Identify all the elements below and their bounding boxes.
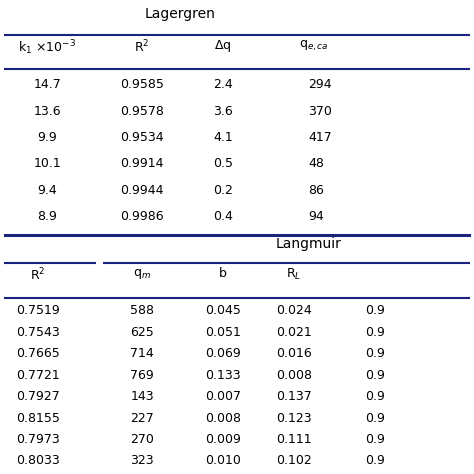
Text: 14.7: 14.7: [34, 78, 61, 91]
Text: 0.7973: 0.7973: [16, 433, 60, 446]
Text: 769: 769: [130, 369, 154, 382]
Text: 0.9: 0.9: [365, 433, 385, 446]
Text: 0.9986: 0.9986: [120, 210, 164, 223]
Text: 0.016: 0.016: [276, 347, 312, 360]
Text: q$_m$: q$_m$: [133, 267, 151, 281]
Text: 0.9: 0.9: [365, 304, 385, 317]
Text: 4.1: 4.1: [213, 131, 233, 144]
Text: 0.102: 0.102: [276, 455, 312, 467]
Text: 323: 323: [130, 455, 154, 467]
Text: 0.007: 0.007: [205, 390, 241, 403]
Text: 625: 625: [130, 326, 154, 339]
Text: 0.9: 0.9: [365, 455, 385, 467]
Text: q$_{e,ca}$: q$_{e,ca}$: [299, 38, 328, 53]
Text: 3.6: 3.6: [213, 105, 233, 118]
Text: Lagergren: Lagergren: [145, 7, 216, 21]
Text: 294: 294: [308, 78, 332, 91]
Text: 0.045: 0.045: [205, 304, 241, 317]
Text: 0.9578: 0.9578: [120, 105, 164, 118]
Text: 0.9914: 0.9914: [120, 157, 164, 171]
Text: 0.7665: 0.7665: [16, 347, 60, 360]
Text: R$^2$: R$^2$: [135, 38, 150, 55]
Text: 0.9: 0.9: [365, 326, 385, 339]
Text: 0.9944: 0.9944: [120, 184, 164, 197]
Text: 9.4: 9.4: [37, 184, 57, 197]
Text: 0.008: 0.008: [276, 369, 312, 382]
Text: 0.069: 0.069: [205, 347, 241, 360]
Text: 0.8033: 0.8033: [16, 455, 60, 467]
Text: 0.7927: 0.7927: [16, 390, 60, 403]
Text: 2.4: 2.4: [213, 78, 233, 91]
Text: 10.1: 10.1: [34, 157, 61, 171]
Text: 86: 86: [308, 184, 324, 197]
Text: 8.9: 8.9: [37, 210, 57, 223]
Text: Langmuir: Langmuir: [275, 237, 341, 251]
Text: 0.9: 0.9: [365, 347, 385, 360]
Text: 0.009: 0.009: [205, 433, 241, 446]
Text: 370: 370: [308, 105, 332, 118]
Text: 0.9534: 0.9534: [120, 131, 164, 144]
Text: 588: 588: [130, 304, 154, 317]
Text: k$_1$ ×10$^{-3}$: k$_1$ ×10$^{-3}$: [18, 38, 76, 57]
Text: 0.137: 0.137: [276, 390, 312, 403]
Text: 417: 417: [308, 131, 332, 144]
Text: 0.9: 0.9: [365, 369, 385, 382]
Text: 0.051: 0.051: [205, 326, 241, 339]
Text: 0.9: 0.9: [365, 411, 385, 425]
Text: 0.9585: 0.9585: [120, 78, 164, 91]
Text: 714: 714: [130, 347, 154, 360]
Text: 0.123: 0.123: [276, 411, 312, 425]
Text: 0.8155: 0.8155: [16, 411, 60, 425]
Text: 227: 227: [130, 411, 154, 425]
Text: 0.9: 0.9: [365, 390, 385, 403]
Text: 0.010: 0.010: [205, 455, 241, 467]
Text: 0.7721: 0.7721: [16, 369, 60, 382]
Text: 0.5: 0.5: [213, 157, 233, 171]
Text: 0.021: 0.021: [276, 326, 312, 339]
Text: 0.7543: 0.7543: [16, 326, 60, 339]
Text: 143: 143: [130, 390, 154, 403]
Text: 0.008: 0.008: [205, 411, 241, 425]
Text: 270: 270: [130, 433, 154, 446]
Text: 0.133: 0.133: [205, 369, 241, 382]
Text: 13.6: 13.6: [34, 105, 61, 118]
Text: 0.2: 0.2: [213, 184, 233, 197]
Text: 94: 94: [308, 210, 324, 223]
Text: R$^2$: R$^2$: [30, 267, 46, 283]
Text: 48: 48: [308, 157, 324, 171]
Text: 0.4: 0.4: [213, 210, 233, 223]
Text: $\Delta$q: $\Delta$q: [214, 38, 231, 55]
Text: 0.111: 0.111: [276, 433, 312, 446]
Text: 0.024: 0.024: [276, 304, 312, 317]
Text: 9.9: 9.9: [37, 131, 57, 144]
Text: b: b: [219, 267, 227, 280]
Text: R$_L$: R$_L$: [286, 267, 301, 282]
Text: 0.7519: 0.7519: [16, 304, 60, 317]
